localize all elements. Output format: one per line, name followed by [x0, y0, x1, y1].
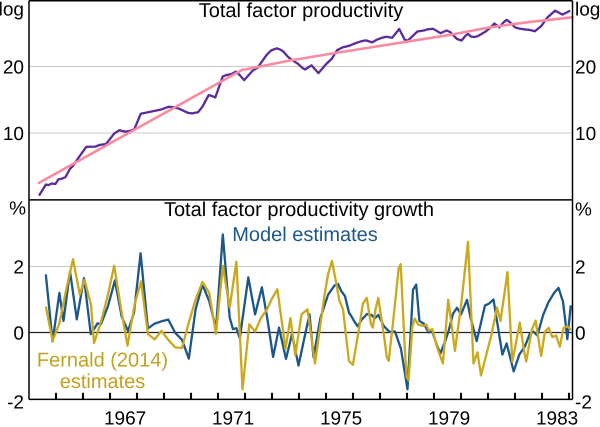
- svg-text:log: log: [0, 0, 24, 21]
- svg-text:%: %: [575, 200, 592, 221]
- svg-text:Total factor productivity grow: Total factor productivity growth: [164, 199, 434, 221]
- svg-text:2: 2: [13, 257, 24, 278]
- svg-text:20: 20: [3, 57, 24, 78]
- svg-text:10: 10: [3, 124, 24, 145]
- svg-text:0: 0: [575, 323, 586, 344]
- svg-text:-2: -2: [575, 393, 592, 414]
- svg-text:estimates: estimates: [60, 371, 146, 393]
- svg-text:Fernald (2014): Fernald (2014): [37, 350, 168, 372]
- svg-text:0: 0: [13, 323, 24, 344]
- svg-text:1975: 1975: [320, 409, 362, 427]
- svg-text:1983: 1983: [536, 409, 578, 427]
- svg-text:%: %: [9, 199, 26, 220]
- svg-text:10: 10: [575, 124, 596, 145]
- svg-text:1971: 1971: [212, 409, 254, 427]
- svg-text:-2: -2: [7, 393, 24, 414]
- svg-text:2: 2: [575, 257, 586, 278]
- svg-text:log: log: [575, 0, 600, 21]
- svg-text:Total factor productivity: Total factor productivity: [199, 0, 404, 22]
- svg-text:1979: 1979: [428, 409, 470, 427]
- svg-text:20: 20: [575, 57, 596, 78]
- svg-text:Model estimates: Model estimates: [232, 224, 378, 246]
- svg-text:1967: 1967: [104, 409, 146, 427]
